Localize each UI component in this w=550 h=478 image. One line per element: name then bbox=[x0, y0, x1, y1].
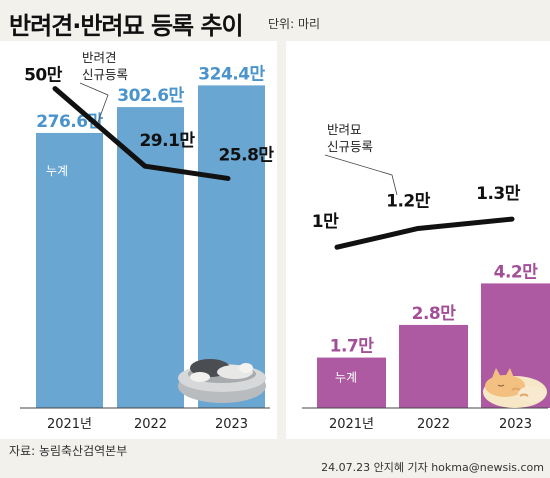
dog-bar-2023 bbox=[198, 85, 265, 408]
cat-cumulative-label: 누계 bbox=[335, 371, 357, 385]
dog-line-legend-leader bbox=[79, 82, 109, 123]
dog-bar-value-label: 324.4만 bbox=[198, 64, 265, 84]
dog-new-registration-line bbox=[52, 86, 231, 181]
dog-x-tick-label: 2021년 bbox=[47, 417, 92, 432]
dog-line-value-label: 29.1만 bbox=[139, 131, 195, 151]
credit-text: 24.07.23 안지혜 기자 hokma@newsis.com bbox=[321, 461, 544, 474]
dog-bar-2021년 bbox=[36, 132, 103, 409]
cat-bar-2022 bbox=[399, 324, 468, 408]
cat-new-registration-line bbox=[334, 216, 515, 250]
cat-bar-value-label: 4.2만 bbox=[494, 262, 539, 282]
page-title: 반려견·반려묘 등록 추이 bbox=[9, 12, 244, 40]
cat-line-legend-label: 신규등록 bbox=[327, 139, 373, 154]
dog-bar-2022 bbox=[117, 107, 184, 408]
dog-line-value-label: 25.8만 bbox=[218, 145, 274, 165]
cat-line-legend-label: 반려묘 bbox=[327, 122, 362, 137]
dog-line-legend-label: 반려견 bbox=[82, 50, 117, 65]
cat-bar-2021년 bbox=[317, 357, 386, 408]
cat-line-value-label: 1만 bbox=[312, 212, 339, 232]
cat-line-value-label: 1.2만 bbox=[386, 191, 431, 211]
sleeping-dog-icon bbox=[178, 359, 266, 403]
cat-line-legend-leader bbox=[324, 154, 398, 196]
cat-bar-value-label: 1.7만 bbox=[330, 337, 375, 357]
dog-line-value-label: 50만 bbox=[24, 66, 63, 86]
dog-x-tick-label: 2023 bbox=[215, 417, 248, 432]
dog-bar-value-label: 302.6만 bbox=[117, 86, 184, 106]
dog-x-tick-label: 2022 bbox=[134, 417, 167, 432]
unit-label: 단위: 마리 bbox=[268, 17, 321, 31]
dog-cumulative-label: 누계 bbox=[46, 164, 68, 178]
source-text: 자료: 농림축산검역본부 bbox=[9, 444, 128, 458]
sleeping-cat-icon bbox=[483, 368, 547, 408]
cat-x-tick-label: 2021년 bbox=[329, 417, 374, 432]
cat-x-tick-label: 2023 bbox=[499, 417, 532, 432]
dog-line-legend-label: 신규등록 bbox=[82, 67, 128, 82]
cat-x-tick-label: 2022 bbox=[417, 417, 450, 432]
cat-bar-value-label: 2.8만 bbox=[412, 304, 457, 324]
cat-line-value-label: 1.3만 bbox=[476, 184, 521, 204]
